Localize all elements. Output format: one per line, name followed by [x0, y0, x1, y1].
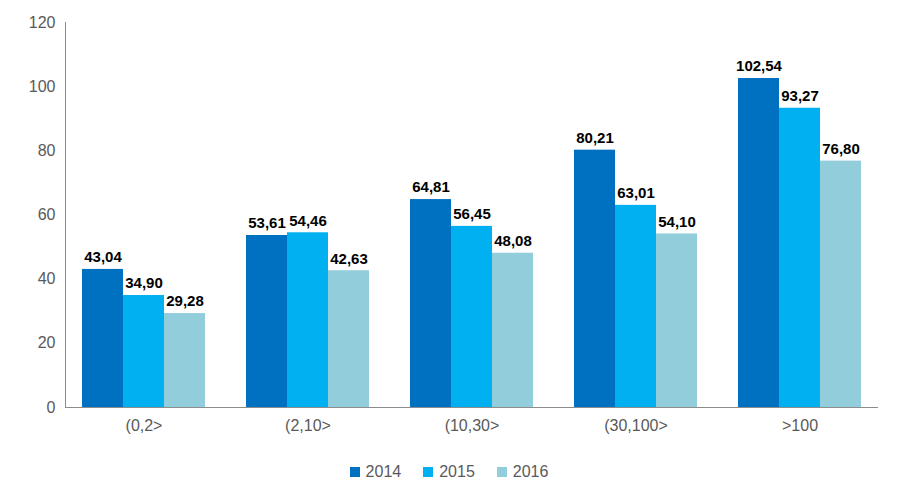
svg-text:63,01: 63,01	[617, 184, 655, 201]
svg-text:100: 100	[29, 78, 56, 95]
svg-text:34,90: 34,90	[125, 274, 163, 291]
svg-text:53,61: 53,61	[248, 214, 286, 231]
svg-text:64,81: 64,81	[412, 178, 450, 195]
svg-text:76,80: 76,80	[822, 140, 860, 157]
svg-text:80: 80	[38, 142, 56, 159]
svg-text:56,45: 56,45	[453, 205, 491, 222]
svg-text:60: 60	[38, 206, 56, 223]
svg-text:120: 120	[29, 14, 56, 31]
svg-text:20: 20	[38, 334, 56, 351]
svg-text:(2,10>: (2,10>	[285, 417, 331, 434]
svg-text:0: 0	[47, 399, 56, 416]
html-text:2014: 2014	[365, 463, 402, 480]
svg-text:48,08: 48,08	[494, 232, 532, 249]
svg-text:93,27: 93,27	[781, 87, 819, 104]
svg-text:54,46: 54,46	[289, 212, 327, 229]
svg-text:80,21: 80,21	[576, 129, 614, 146]
svg-text:54,10: 54,10	[658, 213, 696, 230]
svg-text:>100: >100	[782, 417, 818, 434]
svg-text:43,04: 43,04	[84, 248, 122, 265]
svg-text:102,54: 102,54	[736, 57, 783, 74]
html-text:2016: 2016	[512, 463, 549, 480]
svg-text:40: 40	[38, 270, 56, 287]
svg-text:(0,2>: (0,2>	[126, 417, 163, 434]
svg-text:42,63: 42,63	[330, 250, 368, 267]
html-text:2015: 2015	[439, 463, 475, 480]
svg-text:29,28: 29,28	[166, 292, 204, 309]
svg-text:(10,30>: (10,30>	[445, 417, 500, 434]
svg-text:(30,100>: (30,100>	[604, 417, 668, 434]
